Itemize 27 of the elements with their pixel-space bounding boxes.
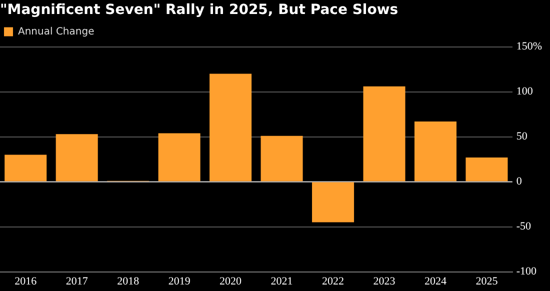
bar xyxy=(312,182,354,222)
y-tick-label: 150% xyxy=(516,40,542,53)
x-tick-label: 2024 xyxy=(424,275,447,288)
bar xyxy=(414,122,456,182)
bar xyxy=(56,134,98,182)
bar xyxy=(4,154,47,182)
x-tick-label: 2021 xyxy=(270,275,293,288)
x-tick-label: 2025 xyxy=(476,275,498,288)
bar xyxy=(260,136,303,182)
x-tick-label: 2023 xyxy=(373,275,396,288)
x-tick-label: 2016 xyxy=(14,275,38,288)
x-tick-label: 2020 xyxy=(220,275,242,288)
x-tick-label: 2019 xyxy=(168,275,191,288)
y-tick-label: 0 xyxy=(516,176,522,188)
bar xyxy=(210,74,252,182)
y-tick-label: 100 xyxy=(516,86,534,98)
chart-title: "Magnificent Seven" Rally in 2025, But Pace Slows xyxy=(0,2,398,18)
bar xyxy=(363,86,406,182)
bar xyxy=(158,133,200,182)
y-tick-label: 50 xyxy=(516,130,528,143)
x-tick-label: 2017 xyxy=(66,275,88,288)
bar xyxy=(466,158,508,182)
y-tick-label: -100 xyxy=(516,266,537,278)
legend-label: Annual Change xyxy=(18,26,94,38)
x-tick-label: 2022 xyxy=(322,275,344,288)
y-tick-label: -50 xyxy=(516,220,532,233)
x-tick-label: 2018 xyxy=(117,275,140,288)
